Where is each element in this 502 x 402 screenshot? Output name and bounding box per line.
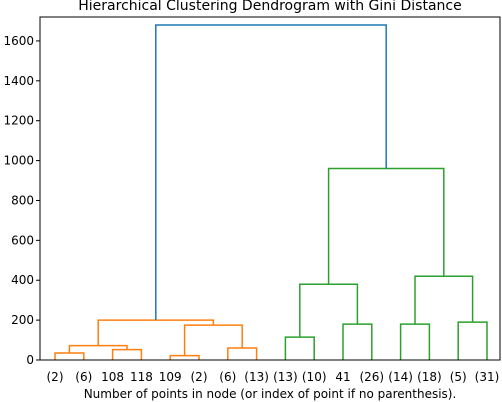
dendrogram-links: [54, 24, 488, 360]
dendrogram-link: [284, 336, 315, 360]
dendrogram-link: [342, 323, 373, 360]
x-tick-label: (2): [47, 370, 64, 384]
plot-frame: [39, 16, 501, 361]
y-tick-label: 600: [11, 233, 34, 247]
dendrogram-link: [183, 324, 243, 356]
dendrogram-link: [54, 352, 85, 360]
x-tick-label: (13): [273, 370, 298, 384]
x-tick-label: (14): [388, 370, 413, 384]
x-axis: (2) (6) 108 118 109 (2) (6) (13) (13) (10) 41 (26) (…: [47, 370, 500, 384]
x-axis-label: Number of points in node (or index of po…: [84, 387, 457, 401]
dendrogram-link: [299, 283, 359, 338]
x-tick-label: (31): [475, 370, 500, 384]
dendrogram-link: [97, 319, 215, 346]
dendrogram-link: [327, 167, 445, 285]
y-tick-label: 800: [11, 193, 34, 207]
dendrogram-link: [155, 24, 387, 321]
chart-title: Hierarchical Clustering Dendrogram with …: [78, 0, 461, 14]
x-tick-label: (13): [244, 370, 269, 384]
x-tick-label: 108: [101, 370, 124, 384]
y-tick-label: 400: [11, 273, 34, 287]
x-tick-label: (5): [450, 370, 467, 384]
y-tick-label: 1000: [3, 154, 34, 168]
y-tick-label: 200: [11, 313, 34, 327]
x-tick-label: (10): [302, 370, 327, 384]
x-tick-label: (26): [359, 370, 384, 384]
y-axis: 0 200 400 600 800 1000 1200 1400 1600: [3, 34, 40, 367]
x-tick-label: (2): [191, 370, 208, 384]
y-tick-label: 1600: [3, 34, 34, 48]
dendrogram-link: [111, 348, 143, 360]
x-tick-label: (6): [219, 370, 236, 384]
y-tick-label: 1400: [3, 74, 34, 88]
x-tick-label: 41: [335, 370, 350, 384]
x-tick-label: 118: [130, 370, 153, 384]
y-tick-label: 0: [26, 353, 34, 367]
dendrogram-link: [414, 275, 474, 325]
x-tick-label: (6): [75, 370, 92, 384]
dendrogram-link: [227, 347, 258, 360]
dendrogram-link: [169, 354, 200, 360]
dendrogram-link: [399, 323, 431, 360]
x-tick-label: (18): [417, 370, 442, 384]
dendrogram-link: [457, 321, 488, 360]
y-tick-label: 1200: [3, 114, 34, 128]
x-tick-label: 109: [159, 370, 182, 384]
dendrogram-link: [68, 344, 128, 354]
